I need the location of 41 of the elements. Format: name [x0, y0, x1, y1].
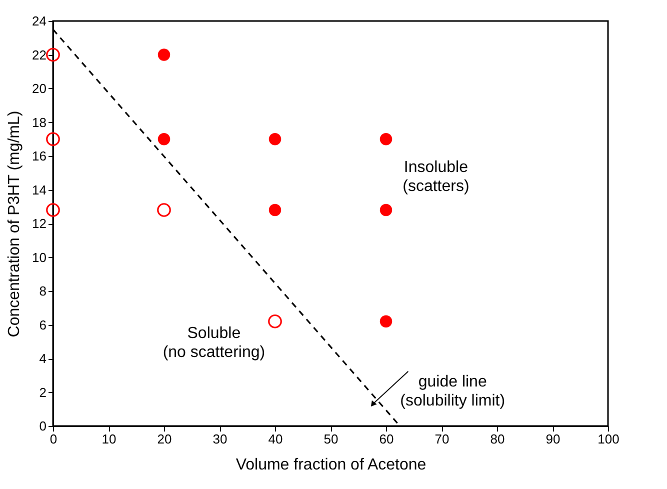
x-tick-label: 50 [324, 432, 338, 446]
annotation: Insoluble (scatters) [402, 158, 470, 195]
point [158, 133, 170, 146]
y-tick-label: 12 [32, 216, 46, 231]
y-tick-label: 6 [39, 317, 46, 332]
y-tick-label: 20 [32, 81, 46, 96]
y-axis-title: Concentration of P3HT (mg/mL) [6, 110, 24, 338]
annotation: guide line (solubility limit) [400, 373, 506, 410]
x-tick-label: 80 [490, 432, 505, 446]
x-tick-label: 30 [212, 432, 228, 446]
point [380, 133, 392, 146]
point [46, 203, 60, 217]
x-tick-label: 0 [50, 432, 58, 446]
y-tick-label: 24 [32, 14, 46, 28]
x-axis-title: Volume fraction of Acetone [236, 456, 426, 474]
point [268, 314, 282, 328]
x-tick-label: 60 [379, 432, 394, 446]
y-tick-label: 16 [32, 148, 46, 164]
point [158, 48, 170, 61]
x-tick-label: 20 [157, 432, 172, 446]
x-tick-label: 100 [598, 432, 620, 446]
point [46, 48, 60, 62]
point [380, 204, 392, 216]
y-tick-label: 18 [32, 114, 46, 130]
y-tick-label: 10 [32, 250, 46, 265]
x-tick-label: 10 [102, 432, 116, 446]
point [380, 315, 392, 328]
y-tick-label: 0 [39, 418, 46, 434]
x-tick-label: 70 [434, 432, 450, 446]
point [46, 132, 60, 146]
point [268, 133, 282, 146]
y-tick-label: 4 [39, 351, 46, 366]
annotation: Soluble (no scattering) [162, 324, 266, 361]
x-tick-label: 40 [268, 432, 283, 446]
point [157, 203, 171, 217]
y-tick-label: 8 [39, 284, 46, 298]
y-tick-label: 14 [32, 182, 46, 198]
x-tick-label: 90 [546, 432, 560, 446]
point [268, 204, 282, 216]
y-tick-label: 22 [32, 47, 46, 62]
y-tick-label: 2 [39, 384, 46, 400]
